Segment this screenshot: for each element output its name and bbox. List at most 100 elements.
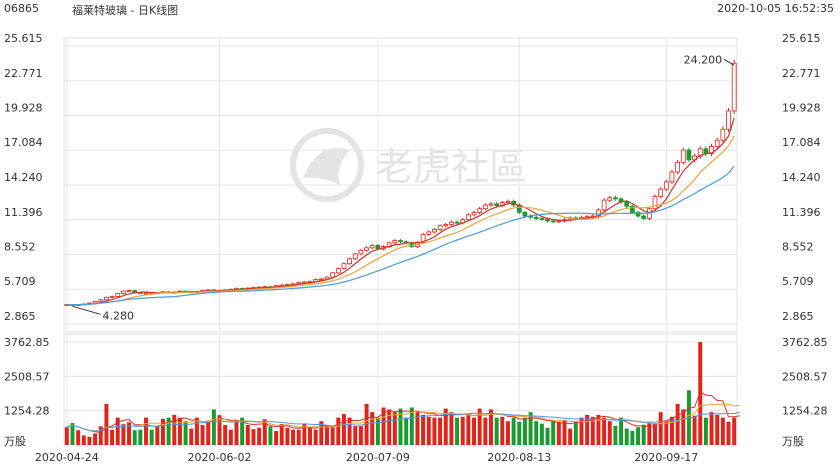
volume-bar [545, 427, 550, 445]
ma20-line [66, 165, 735, 306]
volume-bar [223, 425, 228, 445]
candle-body [482, 204, 488, 210]
volume-unit-left: 万股 [4, 435, 26, 448]
candle-body [426, 231, 432, 235]
volume-bar [189, 428, 194, 445]
candle-body [437, 225, 443, 230]
volume-bar [228, 429, 233, 445]
volume-bar [489, 409, 493, 445]
volume-bar [81, 435, 86, 445]
volume-bar [308, 427, 312, 445]
candle-body [369, 244, 375, 249]
candle-body [556, 220, 562, 223]
candle-body [392, 240, 398, 244]
candle-body [449, 221, 454, 225]
volume-bar [172, 414, 177, 445]
candle-body [533, 216, 539, 219]
candle-body [714, 139, 720, 147]
candle-body [465, 214, 471, 221]
volume-bar [438, 417, 443, 445]
price-tick-label-left: 25.615 [4, 32, 43, 45]
candle-body [709, 145, 714, 155]
volume-bar [404, 417, 409, 445]
volume-bar [76, 430, 81, 445]
candle-body [335, 268, 341, 274]
volume-bar [579, 417, 584, 445]
volume-bar [381, 407, 386, 445]
candle-body [720, 128, 726, 141]
volume-bar [353, 426, 358, 445]
volume-tick-label-right: 2508.57 [782, 370, 828, 383]
volume-bar [658, 412, 663, 445]
candle-body [115, 293, 121, 297]
volume-ma10-line [66, 403, 740, 432]
volume-bar [551, 421, 556, 445]
candle-body [98, 299, 104, 302]
price-tick-label-left: 17.084 [4, 136, 43, 149]
candle-body [607, 197, 613, 201]
volume-bar [421, 414, 426, 445]
candle-body [613, 197, 618, 200]
date-tick-label: 2020-04-24 [35, 451, 99, 464]
volume-bar [477, 408, 482, 445]
volume-bar [375, 417, 380, 445]
volume-bar [211, 409, 216, 445]
price-tick-label-left: 5.709 [4, 275, 36, 288]
date-tick-label: 2020-06-02 [188, 451, 252, 464]
volume-bar [522, 417, 527, 445]
volume-bar [607, 421, 612, 445]
volume-bar [110, 429, 115, 445]
volume-bar [268, 426, 273, 445]
candle-body [641, 215, 647, 219]
volume-bar [336, 417, 341, 445]
volume-bars [64, 342, 740, 445]
price-tick-label-left: 8.552 [4, 241, 36, 254]
max-annotation-line [723, 58, 735, 66]
volume-bar [398, 408, 403, 445]
candle-body [126, 290, 132, 292]
ma10-line [66, 135, 735, 306]
volume-bar [257, 427, 262, 445]
volume-bar [409, 407, 414, 445]
volume-unit-right: 万股 [782, 435, 804, 448]
volume-bar [573, 421, 578, 445]
date-tick-label: 2020-07-09 [346, 451, 410, 464]
candle-body [347, 258, 352, 265]
volume-bar [160, 418, 165, 445]
candle-body [550, 220, 556, 223]
volume-bar [709, 412, 714, 445]
price-tick-label-right: 8.552 [782, 241, 814, 254]
date-tick-label: 2020-08-13 [487, 451, 551, 464]
candle-body [539, 218, 545, 220]
volume-bar [619, 417, 624, 445]
volume-bar [415, 412, 420, 445]
candle-body [121, 290, 126, 295]
candle-body [635, 211, 641, 217]
volume-bar [585, 414, 590, 445]
volume-bar [539, 423, 544, 445]
volume-bar [330, 427, 335, 445]
volume-bar [466, 414, 471, 445]
price-tick-label-right: 19.928 [782, 101, 821, 114]
volume-bar [624, 428, 629, 445]
volume-bar [387, 409, 392, 445]
candle-body [726, 110, 731, 130]
volume-bar [177, 417, 182, 445]
watermark: 老虎社區 [290, 128, 527, 202]
volume-bar [449, 412, 454, 445]
volume-bar [285, 427, 290, 445]
volume-bar [313, 429, 318, 445]
candle-body [330, 272, 336, 278]
candle-body [658, 188, 664, 197]
price-tick-label-left: 19.928 [4, 101, 43, 114]
candle-body [454, 221, 460, 224]
price-tick-label-left: 14.240 [4, 171, 43, 184]
volume-bar [279, 423, 284, 445]
candle-body [663, 181, 669, 190]
price-tick-label-left: 11.396 [4, 206, 43, 219]
min-annotation-label: 4.280 [102, 309, 133, 322]
candle-body [364, 247, 369, 251]
volume-bar [392, 412, 397, 445]
volume-ma5-line [66, 391, 740, 434]
volume-bar [324, 425, 329, 445]
